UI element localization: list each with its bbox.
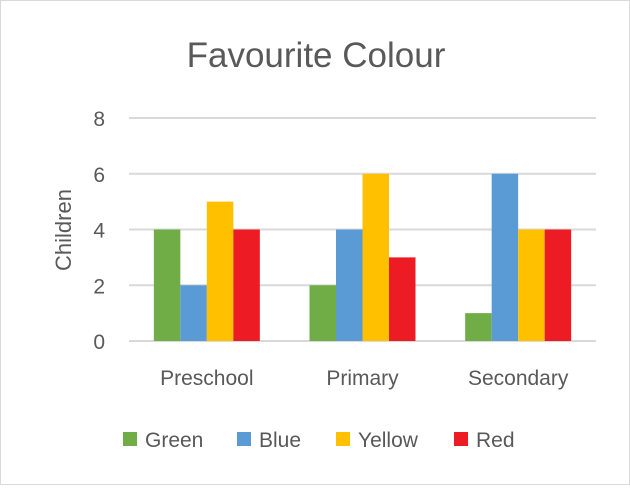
- bar-green-secondary: [465, 313, 492, 341]
- y-tick-labels: 0 2 4 6 8: [93, 108, 105, 354]
- y-tick-label: 6: [93, 164, 105, 187]
- bar-green-preschool: [153, 229, 181, 341]
- bar-blue-secondary: [491, 173, 519, 341]
- legend-swatch-blue: [237, 432, 251, 446]
- bars: [153, 173, 572, 341]
- legend-swatch-red: [454, 432, 468, 446]
- chart-title: Favourite Colour: [187, 36, 446, 75]
- x-tick-labels: Preschool Primary Secondary: [160, 367, 569, 390]
- y-axis-label: Children: [51, 189, 76, 271]
- bar-red-preschool: [233, 229, 260, 341]
- x-tick-label: Secondary: [468, 367, 569, 390]
- bar-yellow-primary: [362, 173, 389, 341]
- bar-blue-preschool: [180, 285, 207, 341]
- legend-label-red: Red: [476, 429, 515, 452]
- y-tick-label: 2: [93, 275, 105, 298]
- legend-swatch-green: [123, 432, 137, 446]
- x-tick-label: Preschool: [160, 367, 253, 390]
- bar-yellow-secondary: [518, 229, 545, 341]
- x-tick-label: Primary: [326, 367, 399, 390]
- y-tick-label: 0: [93, 331, 105, 354]
- legend-label-green: Green: [145, 429, 203, 452]
- legend-label-yellow: Yellow: [358, 429, 419, 452]
- legend: Green Blue Yellow Red: [123, 429, 515, 452]
- legend-label-blue: Blue: [259, 429, 301, 452]
- y-tick-label: 8: [93, 108, 105, 131]
- bar-red-secondary: [544, 229, 572, 341]
- legend-swatch-yellow: [336, 432, 350, 446]
- bar-green-primary: [309, 285, 336, 341]
- bar-blue-primary: [336, 229, 363, 341]
- y-tick-label: 4: [93, 220, 105, 243]
- bar-red-primary: [389, 257, 416, 341]
- bar-yellow-preschool: [206, 201, 234, 341]
